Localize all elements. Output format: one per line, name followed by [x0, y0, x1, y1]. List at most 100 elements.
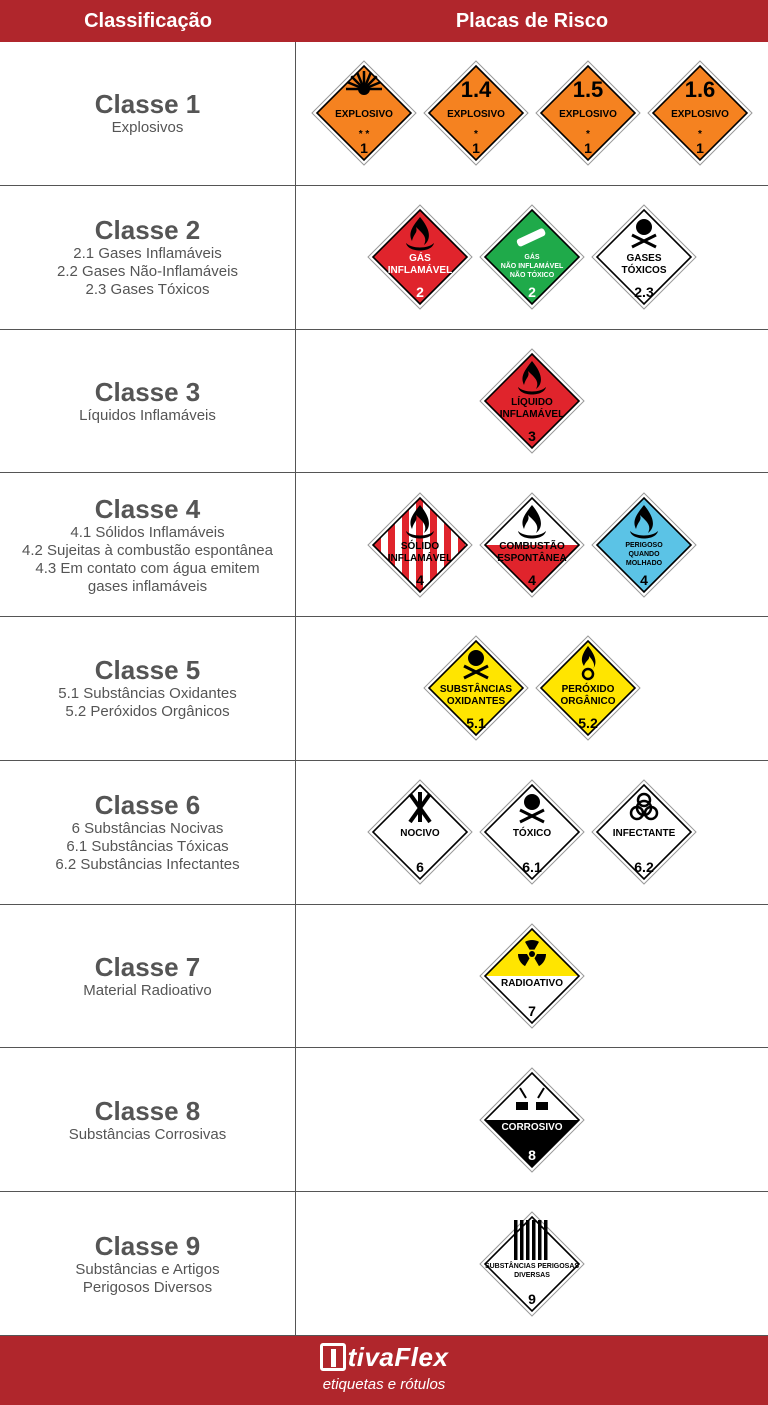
- flame-icon: [518, 360, 546, 395]
- class-title: Classe 7: [94, 952, 201, 983]
- placard-label: NÃO INFLAMÁVEL: [501, 261, 564, 270]
- hazard-placard: SUBSTÂNCIAS OXIDANTES 5.1: [422, 634, 530, 742]
- placard-label: EXPLOSIVO: [335, 109, 393, 120]
- hazard-placard: COMBUSTÃO ESPONTÂNEA 4: [478, 491, 586, 599]
- hazard-placard: NOCIVO 6: [366, 778, 474, 886]
- header-classification: Classificação: [84, 10, 212, 32]
- placards-cell: SUBSTÂNCIAS PERIGOSAS DIVERSAS 9: [296, 1192, 768, 1335]
- class-cell: Classe 4 4.1 Sólidos Inflamáveis 4.2 Sujei…: [0, 473, 296, 617]
- class-description: Substâncias e Artigos: [75, 1260, 220, 1278]
- placard-class-number: 1: [360, 140, 368, 156]
- class-title: Classe 1: [94, 89, 201, 120]
- placard-class-number: 2: [416, 284, 424, 300]
- placard-graphic: PERIGOSO QUANDO MOLHADO 4: [591, 491, 697, 598]
- placard-label: PERIGOSO: [625, 542, 663, 549]
- hazard-placard: PERIGOSO QUANDO MOLHADO 4: [590, 491, 698, 599]
- placard-class-number: 9: [528, 1291, 536, 1307]
- class-title: Classe 4: [94, 493, 201, 524]
- placard-graphic: 1.6 EXPLOSIVO *1: [647, 60, 753, 167]
- flame-icon: [518, 504, 546, 539]
- placard-class-number: 5.2: [578, 715, 598, 731]
- footer: tivaFlex etiquetas e rótulos: [0, 1336, 768, 1405]
- class-description: 4.2 Sujeitas à combustão espontânea: [21, 541, 273, 559]
- skull-crossbones-icon: [519, 794, 545, 824]
- placard-label: GÁS: [524, 252, 540, 261]
- placard-class-number: 1: [584, 140, 592, 156]
- placard-label: GASES: [626, 253, 661, 264]
- class-description: 2.2 Gases Não-Inflamáveis: [57, 263, 238, 281]
- placard-class-number: 6.2: [634, 859, 654, 875]
- class-cell: Classe 8 Substâncias Corrosivas: [0, 1048, 296, 1192]
- hazard-placard: PERÓXIDO ORGÂNICO 5.2: [534, 634, 642, 742]
- class-description: Substâncias Corrosivas: [68, 1125, 227, 1143]
- header-hazard-placards: Placas de Risco: [455, 10, 609, 32]
- hazard-placard: 1.6 EXPLOSIVO * 1: [646, 59, 754, 167]
- biohazard-icon: [629, 793, 659, 821]
- placard-class-number: 3: [528, 428, 536, 444]
- hazard-placard: 1.4 EXPLOSIVO * 1: [422, 59, 530, 167]
- class-cell: Classe 7 Material Radioativo: [0, 904, 296, 1048]
- placard-class-number: 2.3: [634, 284, 654, 300]
- gas-cylinder-icon: [516, 228, 546, 247]
- placard-class-number: 7: [528, 1003, 536, 1019]
- placard-class-number: 4: [640, 572, 648, 588]
- class-title: Classe 6: [94, 790, 201, 821]
- class-description: 6 Substâncias Nocivas: [71, 820, 224, 838]
- table-row: Classe 3 Líquidos Inflamáveis LÍQUIDO INFLA…: [0, 329, 768, 474]
- placard-label: SÓLIDO: [401, 539, 440, 552]
- table-row: Classe 1 Explosivos EXPLOSIVO * * 1 1.4 EXPLOS…: [0, 42, 768, 186]
- placard-graphic: RADIOATIVO 7: [479, 923, 585, 1029]
- class-description: 2.1 Gases Inflamáveis: [73, 245, 222, 263]
- placard-label: QUANDO: [628, 551, 660, 558]
- class-description: 6.2 Substâncias Infectantes: [55, 856, 240, 874]
- class-title: Classe 5: [94, 655, 201, 686]
- placard-label: OXIDANTES: [447, 696, 506, 707]
- table-row: Classe 8 Substâncias Corrosivas CORROSIVO 8: [0, 1048, 768, 1193]
- placard-label: MOLHADO: [626, 560, 663, 567]
- hazard-placard: GASES TÓXICOS 2.3: [590, 203, 698, 311]
- class-description: 5.1 Substâncias Oxidantes: [58, 685, 237, 703]
- placard-label: PERÓXIDO: [562, 682, 615, 695]
- class-description: Material Radioativo: [83, 982, 212, 1000]
- brand-tagline: etiquetas e rótulos: [322, 1376, 446, 1393]
- class-title: Classe 9: [94, 1230, 201, 1261]
- class-description: 4.3 Em contato com água emitem: [35, 559, 260, 577]
- table-row: Classe 7 Material Radioativo RADIOATIVO 7: [0, 904, 768, 1049]
- placard-class-number: 8: [528, 1147, 536, 1163]
- placard-label: NÃO TÓXICO: [510, 270, 555, 279]
- placard-label: INFLAMÁVEL: [500, 407, 564, 420]
- class-description: Perigosos Diversos: [82, 1278, 213, 1296]
- placard-compatibility-mark: * *: [359, 129, 370, 140]
- placards-cell: EXPLOSIVO * * 1 1.4 EXPLOSIVO * 1 1.5 EXPLOSIVO *…: [296, 42, 768, 185]
- hazard-placard: GÁS INFLAMÁVEL 2: [366, 203, 474, 311]
- placard-graphic: CORROSIVO 8: [479, 1067, 585, 1173]
- class-title: Classe 3: [94, 376, 201, 407]
- placard-label: COMBUSTÃO: [499, 539, 565, 552]
- placard-label: RADIOATIVO: [501, 978, 563, 989]
- class-description: Líquidos Inflamáveis: [79, 406, 216, 424]
- corrosion-icon: [516, 1087, 548, 1110]
- table-row: Classe 5 5.1 Substâncias Oxidantes 5.2 Per…: [0, 617, 768, 761]
- table-header: Classificação Placas de Risco: [0, 0, 768, 42]
- placards-cell: CORROSIVO 8: [296, 1048, 768, 1191]
- skull-crossbones-icon: [463, 650, 489, 680]
- placard-graphic: NOCIVO 6: [367, 779, 473, 885]
- placard-label: GÁS: [409, 251, 431, 264]
- placard-label: INFLAMÁVEL: [388, 263, 452, 276]
- placard-compatibility-mark: *: [586, 129, 590, 140]
- placard-label: DIVERSAS: [514, 1272, 550, 1279]
- placard-graphic: 1.5 EXPLOSIVO *1: [535, 60, 641, 167]
- placard-label: INFLAMÁVEL: [388, 551, 452, 564]
- placard-class-number: 4: [416, 572, 424, 588]
- placard-label: EXPLOSIVO: [447, 109, 505, 120]
- brand-name: tivaFlex: [347, 1342, 449, 1372]
- placards-cell: NOCIVO 6 TÓXICO 6.1 INFECTANTE 6.2: [296, 761, 768, 904]
- placard-class-number: 1: [696, 140, 704, 156]
- placard-label: EXPLOSIVO: [559, 109, 617, 120]
